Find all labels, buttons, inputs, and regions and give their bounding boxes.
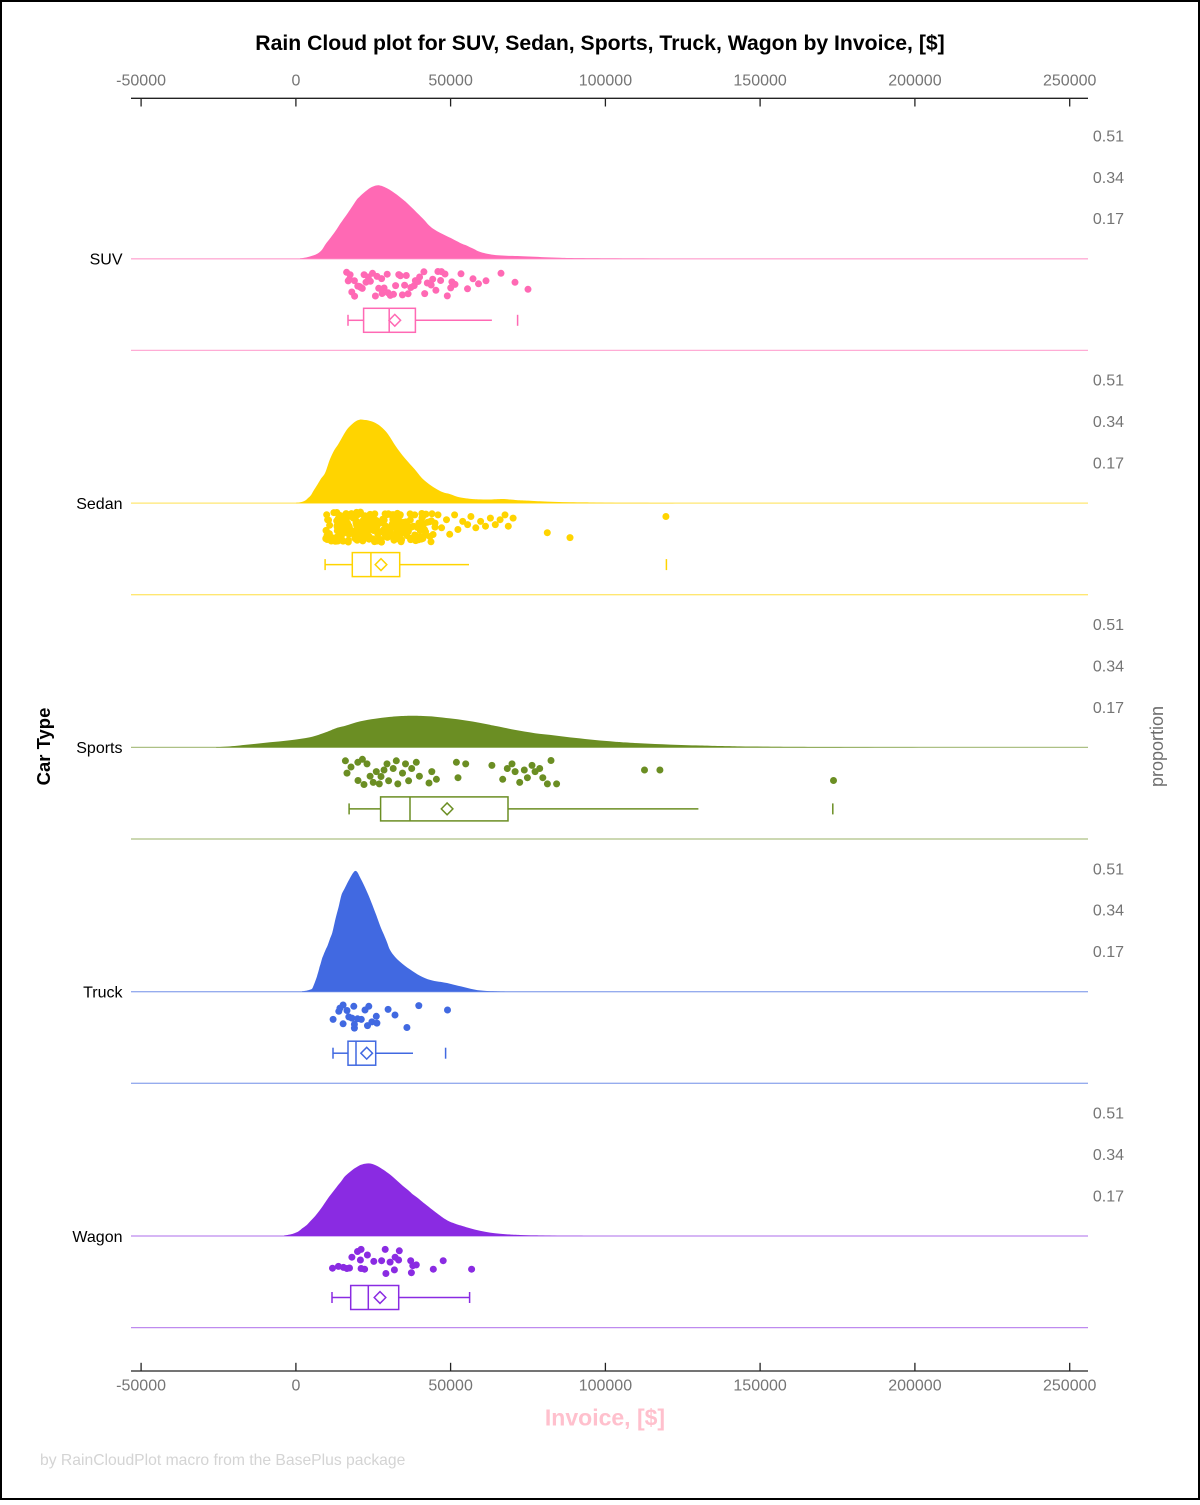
svg-text:by RainCloudPlot macro from th: by RainCloudPlot macro from the BasePlus… — [40, 1452, 406, 1469]
svg-text:-50000: -50000 — [116, 1378, 166, 1395]
svg-text:0.51: 0.51 — [1093, 373, 1124, 390]
svg-text:0.51: 0.51 — [1093, 1106, 1124, 1123]
svg-text:-50000: -50000 — [116, 73, 166, 90]
svg-text:0.17: 0.17 — [1093, 700, 1124, 717]
svg-text:200000: 200000 — [888, 73, 941, 90]
svg-text:Wagon: Wagon — [72, 1229, 122, 1246]
svg-text:0.34: 0.34 — [1093, 1147, 1124, 1164]
svg-text:0.17: 0.17 — [1093, 1188, 1124, 1205]
svg-text:proportion: proportion — [1147, 706, 1167, 787]
svg-text:250000: 250000 — [1043, 1378, 1096, 1395]
svg-text:100000: 100000 — [579, 73, 632, 90]
svg-text:SUV: SUV — [90, 252, 123, 269]
svg-text:50000: 50000 — [428, 1378, 473, 1395]
svg-text:Sports: Sports — [76, 740, 122, 757]
svg-text:0: 0 — [291, 73, 300, 90]
svg-text:0.51: 0.51 — [1093, 617, 1124, 634]
svg-text:250000: 250000 — [1043, 73, 1096, 90]
svg-text:0: 0 — [291, 1378, 300, 1395]
svg-text:0.34: 0.34 — [1093, 414, 1124, 431]
svg-text:Truck: Truck — [83, 985, 123, 1002]
svg-text:200000: 200000 — [888, 1378, 941, 1395]
svg-text:Invoice, [$]: Invoice, [$] — [545, 1405, 665, 1431]
svg-text:0.34: 0.34 — [1093, 170, 1124, 187]
svg-text:50000: 50000 — [428, 73, 473, 90]
svg-text:150000: 150000 — [733, 1378, 786, 1395]
svg-text:150000: 150000 — [733, 73, 786, 90]
svg-text:0.34: 0.34 — [1093, 903, 1124, 920]
svg-text:0.51: 0.51 — [1093, 861, 1124, 878]
svg-text:Sedan: Sedan — [76, 496, 122, 513]
svg-text:0.34: 0.34 — [1093, 658, 1124, 675]
svg-text:0.51: 0.51 — [1093, 128, 1124, 145]
svg-text:0.17: 0.17 — [1093, 456, 1124, 473]
svg-text:100000: 100000 — [579, 1378, 632, 1395]
svg-text:0.17: 0.17 — [1093, 944, 1124, 961]
svg-text:0.17: 0.17 — [1093, 211, 1124, 228]
svg-text:Rain Cloud plot for SUV, Sedan: Rain Cloud plot for SUV, Sedan, Sports, … — [255, 32, 944, 55]
svg-text:Car Type: Car Type — [33, 708, 54, 786]
